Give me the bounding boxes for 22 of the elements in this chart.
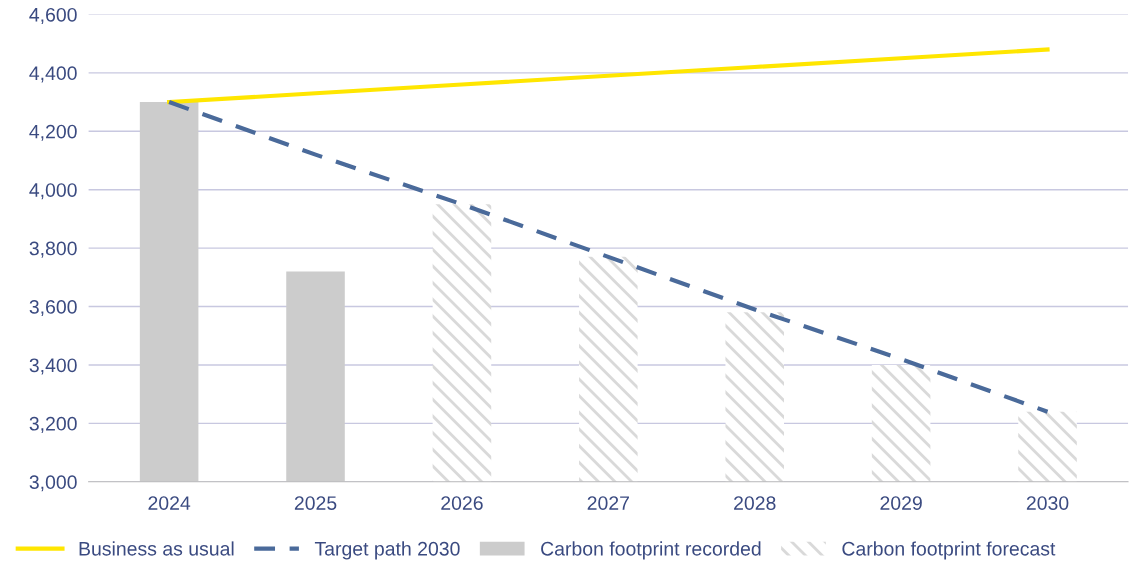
legend-label: Carbon footprint forecast — [842, 541, 1056, 560]
x-tick-label: 2029 — [880, 496, 922, 510]
legend-label: Carbon footprint recorded — [541, 541, 761, 560]
legend-label: Target path 2030 — [314, 541, 460, 560]
x-tick-label: 2028 — [734, 496, 776, 510]
y-tick-label: 3,800 — [29, 241, 77, 258]
y-tick-label: 4,000 — [29, 183, 77, 200]
x-tick-label: 2030 — [1026, 496, 1069, 510]
x-tick-label: 2024 — [148, 496, 191, 510]
y-tick-label: 3,400 — [29, 358, 77, 375]
legend-label: Business as usual — [79, 541, 234, 556]
y-tick-label: 4,400 — [29, 66, 77, 83]
y-tick-label: 3,200 — [29, 416, 77, 433]
y-tick-label: 3,600 — [29, 300, 77, 317]
x-tick-label: 2026 — [441, 496, 483, 510]
line-series — [167, 99, 1050, 414]
x-tick-label: 2025 — [294, 496, 337, 510]
line-series — [167, 47, 1050, 105]
y-tick-label: 4,200 — [29, 124, 77, 141]
y-tick-label: 3,000 — [29, 475, 77, 492]
x-tick-label: 2027 — [587, 496, 629, 510]
y-tick-label: 4,600 — [29, 7, 77, 24]
